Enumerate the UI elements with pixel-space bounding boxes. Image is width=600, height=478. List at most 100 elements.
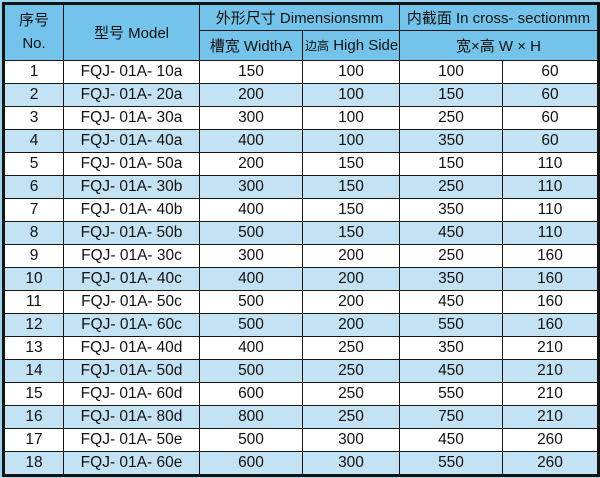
cell-side_b: 300	[302, 428, 400, 452]
cell-w: 550	[399, 313, 503, 337]
cell-w: 450	[399, 221, 503, 245]
cell-width_a: 500	[199, 290, 303, 314]
table-row: 17 FQJ- 01A- 50e 500 300 450 260	[3, 428, 599, 452]
cell-h: 60	[502, 60, 599, 84]
cell-model: FQJ- 01A- 10a	[63, 60, 200, 84]
cell-no: 12	[3, 313, 64, 337]
cell-model: FQJ- 01A- 40d	[63, 336, 200, 360]
cell-side_b: 150	[302, 175, 400, 199]
table-header: 序号 No. 型号 Model 外形尺寸 Dimensionsmm 内截面 In…	[3, 3, 599, 61]
table-row: 3 FQJ- 01A- 30a 300 100 250 60	[3, 106, 599, 130]
table-row: 7 FQJ- 01A- 40b 400 150 350 110	[3, 198, 599, 222]
cell-side_b: 100	[302, 106, 400, 130]
cell-w: 350	[399, 129, 503, 153]
cell-h: 110	[502, 198, 599, 222]
cell-h: 160	[502, 313, 599, 337]
cell-side_b: 100	[302, 129, 400, 153]
cell-w: 750	[399, 405, 503, 429]
cell-w: 250	[399, 175, 503, 199]
cell-side_b: 150	[302, 198, 400, 222]
header-side-b-en: High SideB	[333, 37, 399, 54]
cell-side_b: 250	[302, 405, 400, 429]
cell-h: 210	[502, 336, 599, 360]
cell-w: 450	[399, 428, 503, 452]
cell-no: 16	[3, 405, 64, 429]
cell-side_b: 200	[302, 290, 400, 314]
cell-model: FQJ- 01A- 40a	[63, 129, 200, 153]
cell-width_a: 200	[199, 152, 303, 176]
table-row: 11 FQJ- 01A- 50c 500 200 450 160	[3, 290, 599, 314]
cell-model: FQJ- 01A- 60d	[63, 382, 200, 406]
cell-width_a: 500	[199, 428, 303, 452]
cell-h: 160	[502, 290, 599, 314]
cell-w: 100	[399, 60, 503, 84]
cell-no: 13	[3, 336, 64, 360]
header-width-a: 槽宽 WidthA	[199, 30, 303, 61]
cell-w: 450	[399, 359, 503, 383]
table-row: 9 FQJ- 01A- 30c 300 200 250 160	[3, 244, 599, 268]
cell-h: 160	[502, 244, 599, 268]
table-row: 4 FQJ- 01A- 40a 400 100 350 60	[3, 129, 599, 153]
cell-h: 210	[502, 382, 599, 406]
table-row: 6 FQJ- 01A- 30b 300 150 250 110	[3, 175, 599, 199]
cell-side_b: 250	[302, 359, 400, 383]
header-side-b: 边高 High SideB	[302, 30, 400, 61]
cell-h: 260	[502, 451, 599, 476]
header-model: 型号 Model	[63, 3, 200, 61]
cell-w: 450	[399, 290, 503, 314]
header-no: 序号 No.	[3, 3, 64, 61]
cell-h: 60	[502, 106, 599, 130]
cell-w: 150	[399, 152, 503, 176]
cell-no: 10	[3, 267, 64, 291]
cell-no: 8	[3, 221, 64, 245]
cell-width_a: 300	[199, 244, 303, 268]
cell-side_b: 200	[302, 244, 400, 268]
cell-h: 260	[502, 428, 599, 452]
cell-side_b: 250	[302, 336, 400, 360]
cell-width_a: 400	[199, 198, 303, 222]
cell-no: 9	[3, 244, 64, 268]
header-side-b-cn: 边高	[305, 39, 330, 53]
header-no-cn: 序号	[18, 12, 49, 29]
cell-side_b: 200	[302, 313, 400, 337]
cell-width_a: 300	[199, 175, 303, 199]
cell-no: 1	[3, 60, 64, 84]
cell-no: 18	[3, 451, 64, 476]
cell-width_a: 600	[199, 382, 303, 406]
cell-no: 17	[3, 428, 64, 452]
cell-width_a: 400	[199, 129, 303, 153]
cell-width_a: 200	[199, 83, 303, 107]
cell-model: FQJ- 01A- 30a	[63, 106, 200, 130]
cell-no: 14	[3, 359, 64, 383]
cell-width_a: 800	[199, 405, 303, 429]
header-cross-section: 内截面 In cross- sectionmm	[399, 3, 599, 31]
cell-model: FQJ- 01A- 50e	[63, 428, 200, 452]
table-row: 2 FQJ- 01A- 20a 200 100 150 60	[3, 83, 599, 107]
table-row: 15 FQJ- 01A- 60d 600 250 550 210	[3, 382, 599, 406]
cell-no: 2	[3, 83, 64, 107]
table-row: 5 FQJ- 01A- 50a 200 150 150 110	[3, 152, 599, 176]
cell-no: 3	[3, 106, 64, 130]
header-dimensions: 外形尺寸 Dimensionsmm	[199, 3, 400, 31]
header-wxh: 宽×高 W × H	[399, 30, 599, 61]
cell-side_b: 150	[302, 221, 400, 245]
cell-model: FQJ- 01A- 50b	[63, 221, 200, 245]
cell-width_a: 400	[199, 336, 303, 360]
cell-model: FQJ- 01A- 80d	[63, 405, 200, 429]
table-row: 16 FQJ- 01A- 80d 800 250 750 210	[3, 405, 599, 429]
table-row: 10 FQJ- 01A- 40c 400 200 350 160	[3, 267, 599, 291]
cell-model: FQJ- 01A- 40b	[63, 198, 200, 222]
cell-w: 350	[399, 336, 503, 360]
table-row: 13 FQJ- 01A- 40d 400 250 350 210	[3, 336, 599, 360]
cell-side_b: 100	[302, 60, 400, 84]
cell-no: 7	[3, 198, 64, 222]
cell-model: FQJ- 01A- 50c	[63, 290, 200, 314]
cell-model: FQJ- 01A- 30c	[63, 244, 200, 268]
cell-w: 550	[399, 451, 503, 476]
cell-width_a: 300	[199, 106, 303, 130]
cell-no: 15	[3, 382, 64, 406]
header-no-en: No.	[22, 34, 46, 52]
table-row: 12 FQJ- 01A- 60c 500 200 550 160	[3, 313, 599, 337]
cell-no: 4	[3, 129, 64, 153]
